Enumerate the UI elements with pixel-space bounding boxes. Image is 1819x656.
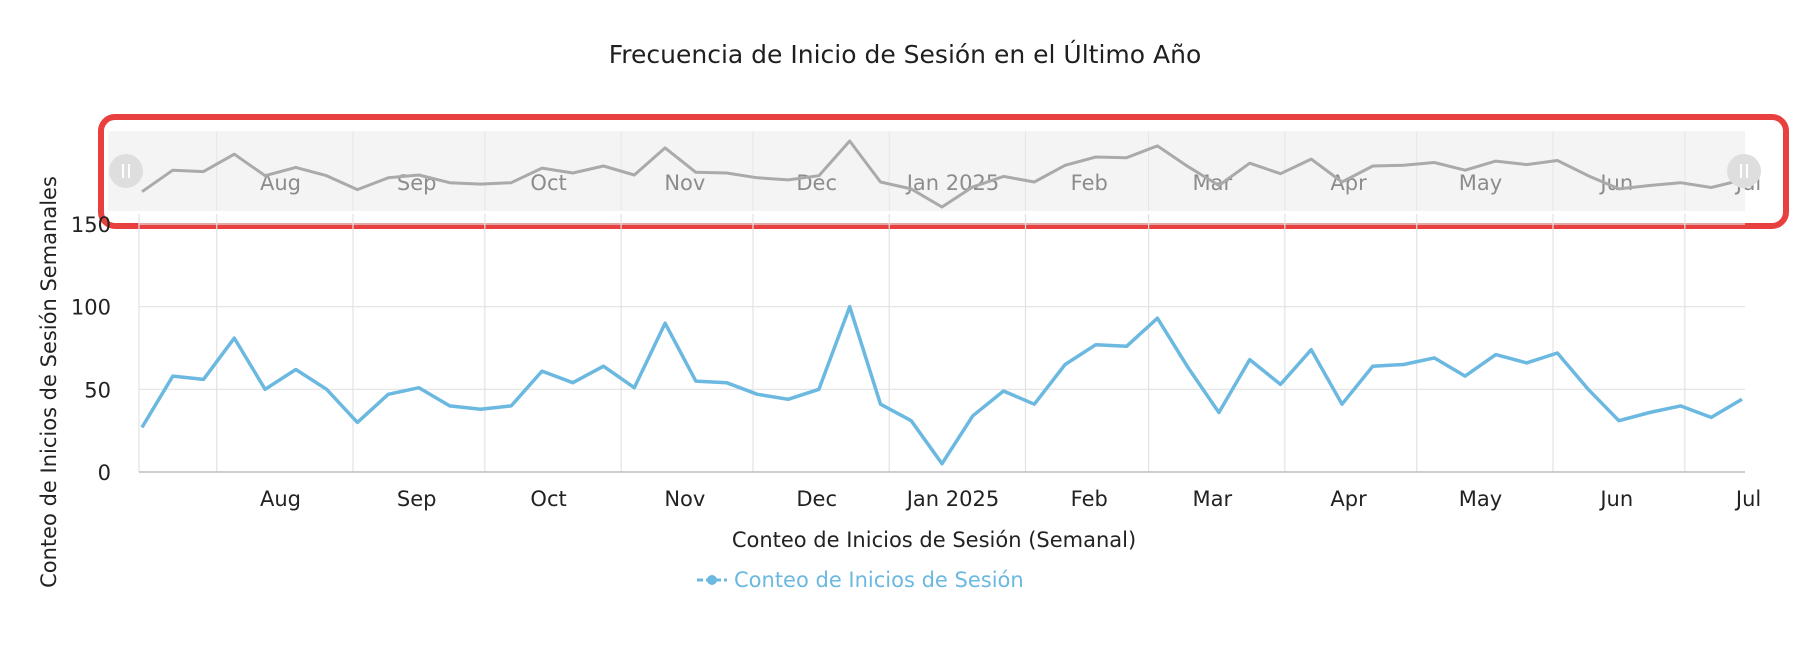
data-point[interactable]	[1613, 415, 1625, 427]
data-point[interactable]	[444, 400, 456, 412]
data-point[interactable]	[505, 400, 517, 412]
data-point[interactable]	[1151, 312, 1163, 324]
data-point[interactable]	[905, 415, 917, 427]
x-tick-label: Apr	[1330, 487, 1367, 511]
data-point[interactable]	[136, 421, 148, 433]
data-point[interactable]	[782, 393, 794, 405]
data-point[interactable]	[1274, 378, 1286, 390]
data-point[interactable]	[321, 383, 333, 395]
data-point[interactable]	[874, 398, 886, 410]
data-point[interactable]	[167, 370, 179, 382]
x-tick-label: Nov	[664, 487, 705, 511]
data-point[interactable]	[1213, 406, 1225, 418]
x-tick-label: Sep	[397, 487, 437, 511]
data-point[interactable]	[536, 365, 548, 377]
data-point[interactable]	[1428, 352, 1440, 364]
data-point[interactable]	[474, 403, 486, 415]
data-point[interactable]	[228, 332, 240, 344]
x-tick-label: Feb	[1071, 487, 1108, 511]
y-tick-label: 0	[98, 461, 111, 485]
data-point[interactable]	[598, 360, 610, 372]
x-axis-ticks: Aug Sep Oct Nov Dec Jan 2025 Feb Mar Apr May Jun Ju…	[260, 487, 1761, 511]
legend-label: Conteo de Inicios de Sesión	[734, 568, 1024, 592]
navigator-tick-label: Oct	[530, 171, 566, 195]
legend-item[interactable]: Conteo de Inicios de Sesión	[697, 568, 1024, 592]
navigator-left-handle[interactable]	[109, 154, 143, 188]
navigator-highlight-box	[98, 114, 1789, 229]
data-point[interactable]	[721, 377, 733, 389]
data-point[interactable]	[1121, 340, 1133, 352]
data-point[interactable]	[1028, 398, 1040, 410]
data-point[interactable]	[1367, 360, 1379, 372]
navigator-right-handle[interactable]	[1727, 154, 1761, 188]
data-point[interactable]	[1674, 400, 1686, 412]
data-point[interactable]	[751, 388, 763, 400]
y-axis-title: Conteo de Inicios de Sesión Semanales	[37, 176, 61, 588]
x-axis-title: Conteo de Inicios de Sesión (Semanal)	[732, 528, 1136, 552]
data-point[interactable]	[259, 383, 271, 395]
data-point[interactable]	[813, 383, 825, 395]
data-point[interactable]	[1305, 344, 1317, 356]
data-point[interactable]	[1059, 359, 1071, 371]
data-point[interactable]	[290, 363, 302, 375]
y-tick-label: 150	[71, 213, 111, 237]
navigator-tick-label: Feb	[1071, 171, 1108, 195]
data-point[interactable]	[1182, 362, 1194, 374]
data-point[interactable]	[1521, 357, 1533, 369]
plot-grid	[138, 214, 1745, 472]
data-point[interactable]	[1736, 393, 1748, 405]
data-point[interactable]	[936, 458, 948, 470]
series-line[interactable]	[140, 304, 1743, 466]
y-tick-label: 50	[84, 378, 111, 402]
data-point[interactable]	[1705, 411, 1717, 423]
data-point[interactable]	[1090, 339, 1102, 351]
data-point[interactable]	[1551, 347, 1563, 359]
x-tick-label: Aug	[260, 487, 301, 511]
legend-marker	[707, 575, 717, 585]
x-tick-label: Oct	[530, 487, 566, 511]
series-points	[136, 301, 1748, 470]
navigator-tick-label: Apr	[1330, 171, 1367, 195]
data-point[interactable]	[998, 385, 1010, 397]
x-tick-label: Mar	[1193, 487, 1233, 511]
navigator-tick-label: Nov	[664, 171, 705, 195]
data-point[interactable]	[967, 410, 979, 422]
data-point[interactable]	[1336, 398, 1348, 410]
data-point[interactable]	[844, 301, 856, 313]
navigator-series-line	[141, 139, 1743, 209]
y-tick-label: 100	[71, 296, 111, 320]
x-tick-label: Jul	[1734, 487, 1761, 511]
x-tick-label: Dec	[796, 487, 837, 511]
data-point[interactable]	[198, 373, 210, 385]
data-point[interactable]	[382, 388, 394, 400]
chart-title: Frecuencia de Inicio de Sesión en el Últ…	[609, 39, 1202, 69]
data-point[interactable]	[1582, 383, 1594, 395]
x-tick-label: May	[1459, 487, 1502, 511]
navigator-tick-label: May	[1459, 171, 1502, 195]
data-point[interactable]	[1459, 370, 1471, 382]
navigator-grid	[216, 131, 1686, 211]
x-tick-label: Jun	[1598, 487, 1633, 511]
data-point[interactable]	[1398, 359, 1410, 371]
data-point[interactable]	[413, 382, 425, 394]
data-point[interactable]	[1644, 406, 1656, 418]
data-point[interactable]	[628, 382, 640, 394]
data-point[interactable]	[567, 377, 579, 389]
x-tick-label: Jan 2025	[905, 487, 1000, 511]
data-point[interactable]	[690, 375, 702, 387]
data-point[interactable]	[1244, 354, 1256, 366]
data-point[interactable]	[1490, 349, 1502, 361]
data-point[interactable]	[351, 416, 363, 428]
y-axis-ticks: 0 50 100 150	[71, 213, 111, 485]
data-point[interactable]	[659, 317, 671, 329]
